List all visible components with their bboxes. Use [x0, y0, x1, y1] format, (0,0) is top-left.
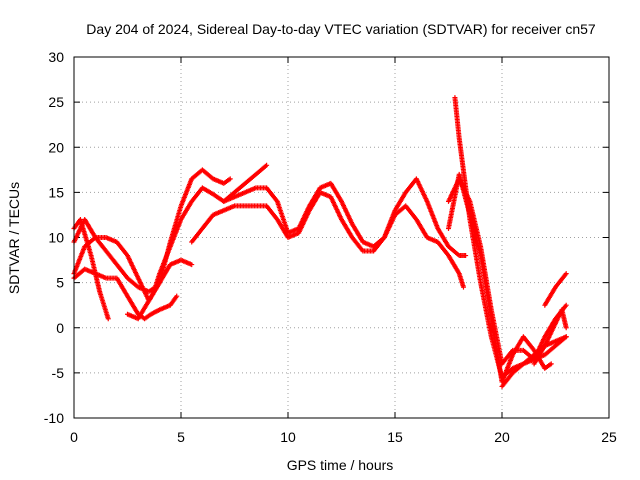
series-s6	[189, 189, 466, 290]
series-s10	[446, 171, 554, 385]
data-point	[264, 162, 270, 168]
y-tick-label: 30	[48, 49, 64, 65]
y-tick-label: 25	[48, 94, 64, 110]
chart-title: Day 204 of 2024, Sidereal Day-to-day VTE…	[86, 21, 596, 37]
data-point	[460, 284, 466, 290]
data-point	[563, 271, 569, 277]
data-point	[105, 316, 111, 322]
data-points	[71, 95, 569, 389]
data-point	[463, 253, 469, 259]
y-tick-label: 15	[48, 184, 64, 200]
series-s1	[71, 176, 469, 295]
data-point	[227, 176, 233, 182]
data-point	[563, 302, 569, 308]
data-point	[563, 325, 569, 331]
x-tick-label: 0	[70, 429, 78, 445]
data-point	[174, 293, 180, 299]
series-s12	[542, 271, 569, 308]
x-tick-label: 20	[494, 429, 510, 445]
y-tick-label: -5	[52, 365, 65, 381]
y-axis-label: SDTVAR / TECUs	[6, 182, 22, 294]
y-tick-label: -10	[44, 410, 64, 426]
x-tick-label: 5	[177, 429, 185, 445]
y-tick-label: 0	[56, 320, 64, 336]
axis-ticks: 0 5 10 15 20 25 -10 -5 0 5 10 15 20 25 30	[44, 49, 617, 445]
x-tick-label: 10	[280, 429, 296, 445]
series-s5	[125, 257, 195, 322]
series-s7	[221, 162, 270, 204]
y-tick-label: 5	[56, 275, 64, 291]
data-point	[563, 334, 569, 340]
x-tick-label: 15	[387, 429, 403, 445]
plot-frame	[73, 56, 610, 419]
data-point	[189, 262, 195, 268]
x-tick-label: 25	[601, 429, 617, 445]
x-axis-label: GPS time / hours	[287, 457, 394, 473]
series-s2	[71, 216, 111, 322]
y-tick-label: 20	[48, 139, 64, 155]
series-s13	[531, 307, 569, 367]
data-point	[548, 361, 554, 367]
y-tick-label: 10	[48, 230, 64, 246]
